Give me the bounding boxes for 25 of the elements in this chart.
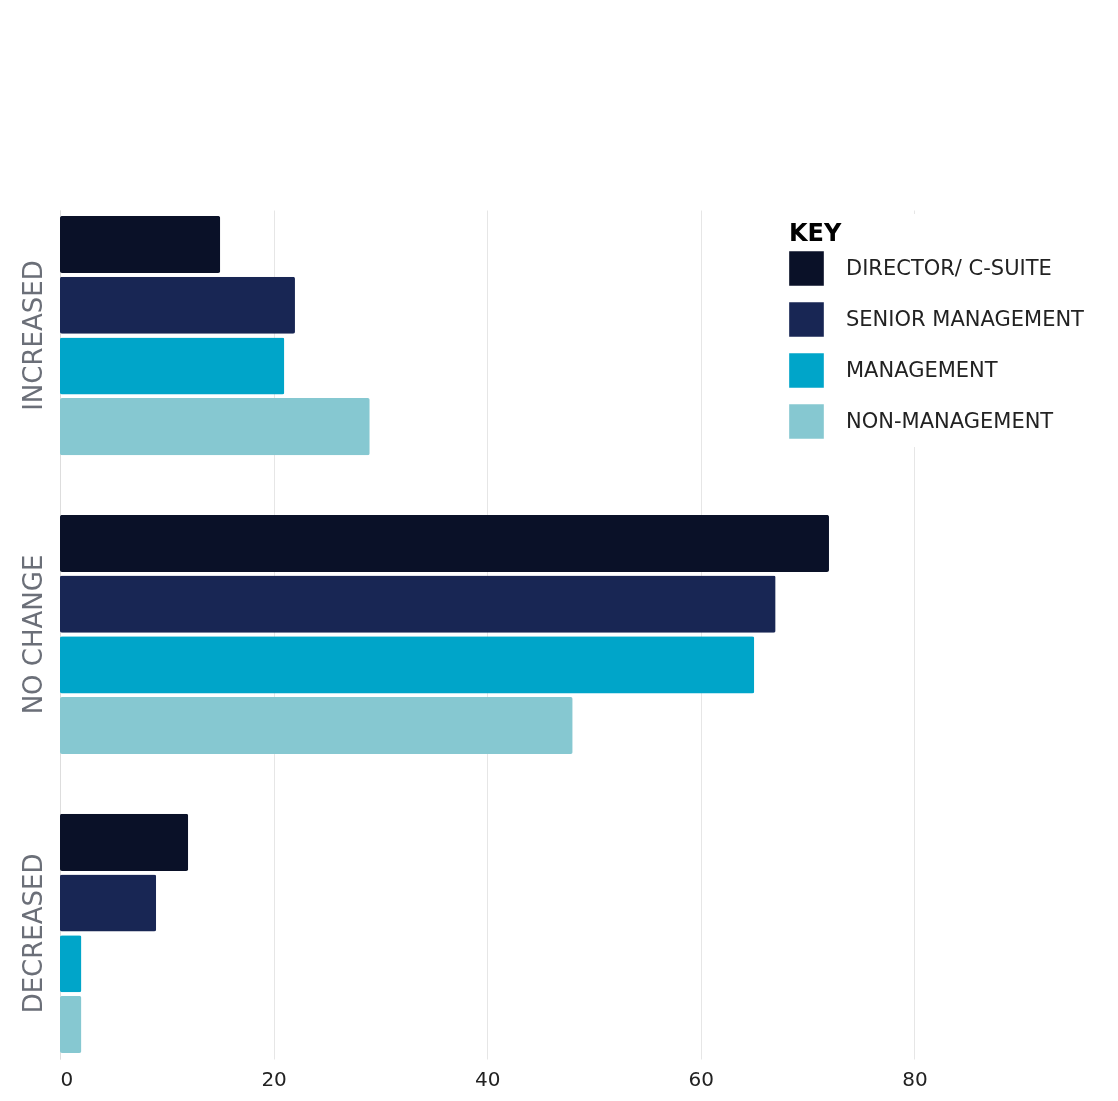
legend-label: SENIOR MANAGEMENT	[846, 306, 1085, 331]
x-tick-label: 20	[261, 1066, 287, 1091]
bar	[60, 276, 295, 334]
bar	[60, 935, 82, 993]
legend-label: MANAGEMENT	[846, 357, 998, 382]
bar	[60, 874, 157, 932]
bar	[60, 514, 829, 572]
legend-label: DIRECTOR/ C-SUITE	[846, 255, 1052, 280]
y-tick-label: NO CHANGE	[17, 554, 48, 715]
bar	[60, 697, 573, 755]
bar	[60, 398, 370, 456]
bar	[60, 813, 189, 871]
x-tick-label: 80	[902, 1066, 928, 1091]
x-tick-label: 40	[474, 1066, 501, 1091]
bar	[60, 215, 221, 274]
x-tick-label: 60	[688, 1066, 715, 1091]
y-tick-label: INCREASED	[17, 260, 48, 411]
bar	[60, 636, 755, 694]
legend-label: NON-MANAGEMENT	[846, 408, 1054, 433]
legend-title: KEY	[789, 219, 842, 247]
x-tick-label: 0	[60, 1066, 74, 1091]
bar	[60, 995, 82, 1054]
y-tick-label: DECREASED	[17, 853, 48, 1014]
bar	[60, 337, 285, 395]
bar	[60, 575, 776, 633]
